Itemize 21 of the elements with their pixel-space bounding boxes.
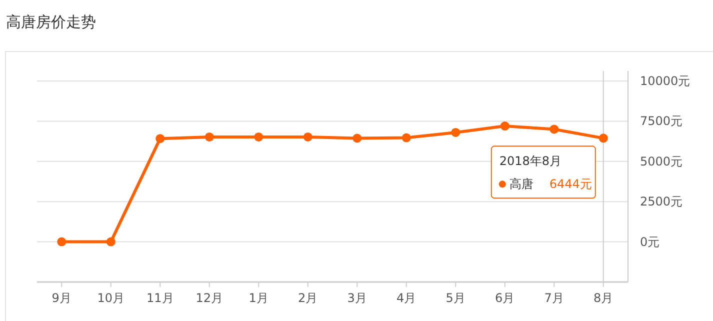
x-tick-label: 3月 bbox=[347, 291, 367, 305]
data-label: 6444元 bbox=[549, 177, 592, 192]
legend-label: 高唐 bbox=[509, 177, 534, 192]
x-tick-label: 9月 bbox=[52, 291, 72, 305]
y-tick-label: 2500元 bbox=[640, 194, 683, 209]
x-tick-label: 8月 bbox=[594, 291, 614, 305]
y-tick-label: 5000元 bbox=[640, 154, 683, 168]
x-tick-label: 5月 bbox=[446, 291, 466, 305]
x-tick-label: 4月 bbox=[396, 291, 416, 305]
y-tick-label: 10000元 bbox=[640, 74, 690, 88]
x-tick-label: 6月 bbox=[495, 291, 515, 305]
y-tick-label: 7500元 bbox=[640, 114, 683, 128]
x-tick-label: 10月 bbox=[97, 291, 125, 305]
x-tick-label: 11月 bbox=[146, 291, 174, 305]
y-tick-label: 0元 bbox=[640, 234, 660, 249]
x-tick-label: 2月 bbox=[298, 291, 318, 305]
x-tick-label: 7月 bbox=[544, 291, 564, 305]
x-tick-label: 12月 bbox=[196, 291, 224, 305]
x-tick-label: 1月 bbox=[248, 291, 268, 305]
chart-title: 高唐房价走势 bbox=[6, 13, 96, 31]
annotation: 2018年8月 bbox=[499, 154, 562, 168]
